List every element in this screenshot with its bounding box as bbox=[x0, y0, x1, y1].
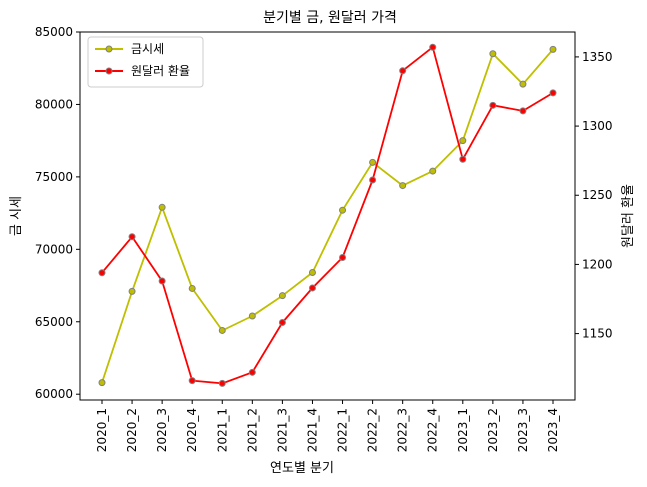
x-axis-label: 연도별 분기 bbox=[270, 461, 334, 476]
data-point-gold bbox=[98, 379, 106, 387]
left-y-axis-label: 금 시세 bbox=[9, 196, 24, 236]
data-point-usdkrw bbox=[218, 379, 226, 387]
data-point-usdkrw bbox=[158, 277, 166, 285]
data-point-gold bbox=[339, 206, 347, 214]
chart-title: 분기별 금, 원달러 가격 bbox=[263, 10, 397, 26]
left-y-axis: 60000 65000 70000 75000 80000 85000 bbox=[35, 25, 80, 401]
series-line-gold bbox=[101, 48, 554, 383]
data-point-usdkrw bbox=[278, 319, 286, 327]
x-axis: 2020_1 2020_2 2020_3 2020_4 2021_1 2021_2 2021… bbox=[95, 400, 560, 452]
x-tick-label: 2021_3 bbox=[275, 408, 289, 452]
data-point-usdkrw bbox=[399, 67, 407, 75]
left-y-tick-label: 85000 bbox=[35, 25, 73, 39]
data-point-usdkrw bbox=[188, 377, 196, 385]
data-point-gold bbox=[489, 50, 497, 58]
right-y-tick-label: 1300 bbox=[582, 119, 613, 133]
x-tick-label: 2021_4 bbox=[305, 408, 319, 452]
right-y-axis: 1150 1200 1250 1300 1350 bbox=[575, 50, 613, 341]
series-line-usdkrw bbox=[101, 46, 554, 385]
data-point-gold bbox=[459, 137, 467, 145]
data-point-usdkrw bbox=[459, 155, 467, 163]
data-point-usdkrw bbox=[429, 43, 437, 51]
x-tick-label: 2023_1 bbox=[456, 408, 470, 452]
left-y-tick-label: 60000 bbox=[35, 387, 73, 401]
right-y-tick-label: 1350 bbox=[582, 50, 613, 64]
data-point-usdkrw bbox=[549, 89, 557, 97]
x-tick-label: 2021_2 bbox=[245, 408, 259, 452]
x-tick-label: 2022_4 bbox=[426, 408, 440, 452]
data-point-usdkrw bbox=[489, 101, 497, 109]
left-y-tick-label: 75000 bbox=[35, 170, 73, 184]
x-tick-label: 2020_3 bbox=[155, 408, 169, 452]
legend-label-usdkrw: 원달러 환율 bbox=[131, 64, 190, 78]
right-y-tick-label: 1150 bbox=[582, 327, 613, 341]
x-tick-label: 2022_2 bbox=[366, 408, 380, 452]
data-point-gold bbox=[248, 312, 256, 320]
right-y-axis-label: 원달러 환율 bbox=[621, 184, 636, 248]
data-point-usdkrw bbox=[248, 368, 256, 376]
data-point-gold bbox=[218, 326, 226, 334]
x-tick-label: 2020_1 bbox=[95, 408, 109, 452]
right-y-tick-label: 1250 bbox=[582, 188, 613, 202]
plot-area-frame bbox=[79, 31, 576, 401]
data-point-gold bbox=[399, 182, 407, 190]
left-y-tick-label: 70000 bbox=[35, 242, 73, 256]
right-y-tick-label: 1200 bbox=[582, 257, 613, 271]
legend-label-gold: 금시세 bbox=[131, 42, 164, 56]
data-point-gold bbox=[158, 203, 166, 211]
data-point-usdkrw bbox=[369, 176, 377, 184]
x-tick-label: 2020_2 bbox=[125, 408, 139, 452]
legend-marker-gold bbox=[105, 45, 113, 53]
x-tick-label: 2020_4 bbox=[185, 408, 199, 452]
data-point-usdkrw bbox=[98, 269, 106, 277]
x-tick-label: 2023_4 bbox=[546, 408, 560, 452]
legend: 금시세 원달러 환율 bbox=[87, 36, 204, 88]
data-point-usdkrw bbox=[519, 107, 527, 115]
x-tick-label: 2023_2 bbox=[486, 408, 500, 452]
x-tick-label: 2022_3 bbox=[396, 408, 410, 452]
data-point-usdkrw bbox=[128, 233, 136, 241]
data-point-gold bbox=[369, 158, 377, 166]
x-tick-label: 2021_1 bbox=[215, 408, 229, 452]
x-tick-label: 2023_3 bbox=[516, 408, 530, 452]
data-point-gold bbox=[278, 292, 286, 300]
data-point-usdkrw bbox=[308, 284, 316, 292]
left-y-tick-label: 80000 bbox=[35, 97, 73, 111]
x-tick-label: 2022_1 bbox=[336, 408, 350, 452]
data-point-gold bbox=[549, 45, 557, 53]
data-point-gold bbox=[429, 167, 437, 175]
series-layer bbox=[98, 43, 557, 387]
left-y-tick-label: 65000 bbox=[35, 315, 73, 329]
data-point-usdkrw bbox=[339, 254, 347, 262]
data-point-gold bbox=[128, 287, 136, 295]
legend-marker-usdkrw bbox=[105, 67, 113, 75]
data-point-gold bbox=[188, 284, 196, 292]
data-point-gold bbox=[308, 269, 316, 277]
data-point-gold bbox=[519, 80, 527, 88]
